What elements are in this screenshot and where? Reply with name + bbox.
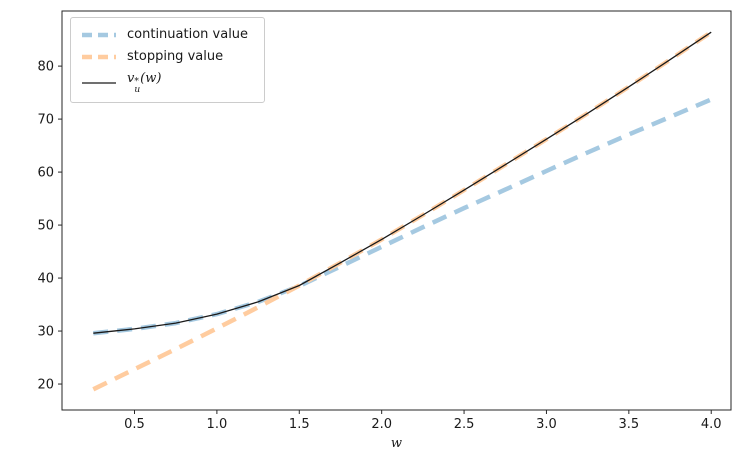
y-tick-label: 70	[37, 113, 54, 128]
x-axis-label: w	[391, 436, 402, 451]
axes-frame	[61, 10, 732, 411]
legend-line-sample	[82, 32, 116, 37]
y-tick-label: 60	[37, 166, 54, 181]
sup-sub-stack: * u	[134, 77, 141, 95]
x-tick-label: 2.5	[454, 417, 475, 432]
legend: continuation value stopping value v * u (w)	[70, 17, 266, 104]
legend-entry: v * u (w)	[81, 71, 248, 94]
x-tick-label: 3.5	[618, 417, 639, 432]
y-tick-label: 80	[37, 60, 54, 75]
x-tick-label: 1.5	[289, 417, 310, 432]
x-tick-label: 1.0	[207, 417, 228, 432]
y-tick-label: 40	[37, 272, 54, 287]
legend-label: v * u (w)	[127, 71, 162, 95]
x-tick-label: 0.5	[124, 417, 145, 432]
x-tick-label: 3.0	[536, 417, 557, 432]
legend-line-sample	[82, 81, 116, 84]
y-tick-label: 30	[37, 325, 54, 340]
series-v-u-star	[93, 31, 712, 334]
y-tick-label: 20	[37, 378, 54, 393]
series-continuation-value	[93, 97, 713, 336]
legend-entry: continuation value	[81, 27, 248, 42]
legend-line-sample	[82, 54, 116, 59]
legend-label: stopping value	[127, 49, 224, 64]
legend-entry: stopping value	[81, 49, 248, 64]
legend-label: continuation value	[127, 27, 249, 42]
x-tick-label: 4.0	[701, 417, 722, 432]
y-tick-label: 50	[37, 219, 54, 234]
x-tick-label: 2.0	[371, 417, 392, 432]
